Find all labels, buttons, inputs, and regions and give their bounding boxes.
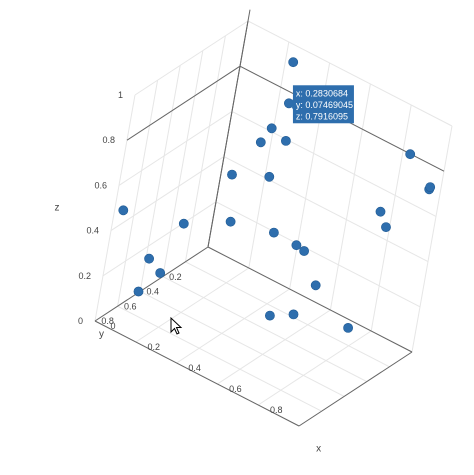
z-tick-label: 0.8 (102, 135, 115, 145)
left-wall-gridline (162, 50, 204, 277)
left-wall-gridline (102, 201, 217, 277)
tooltip-z-value: z: 0.7916095 (296, 111, 348, 121)
y-tick-label: 0.2 (169, 272, 182, 282)
tick-labels: 00.20.40.60.80.20.40.60.800.20.40.60.81 (78, 90, 282, 415)
right-wall-gridline (248, 41, 290, 269)
data-point[interactable] (343, 322, 353, 333)
data-point[interactable] (225, 216, 236, 227)
floor-gridline (176, 288, 290, 364)
data-point[interactable] (255, 137, 266, 148)
data-point[interactable] (381, 222, 391, 232)
right-wall-gridline (411, 125, 453, 353)
x-tick-label: 0 (110, 321, 115, 331)
data-point[interactable] (264, 310, 275, 321)
data-point[interactable] (375, 206, 386, 217)
x-tick-label: 0.4 (188, 363, 201, 373)
right-wall-gridline (247, 20, 453, 127)
x-tick-label: 0.6 (229, 384, 242, 394)
right-wall-gridline (329, 83, 371, 311)
floor-gridline (257, 330, 372, 406)
tooltip-y-value: y: 0.07469045 (296, 100, 353, 110)
data-point[interactable] (288, 57, 299, 68)
data-point[interactable] (155, 268, 166, 278)
data-points[interactable] (118, 57, 436, 333)
mouse-cursor (170, 316, 183, 335)
axis-lines (94, 9, 445, 427)
data-point[interactable] (268, 227, 279, 238)
floor-gridline (117, 305, 322, 412)
right-wall-gridline (370, 104, 412, 332)
data-point[interactable] (405, 149, 416, 160)
data-point[interactable] (264, 171, 275, 182)
data-point[interactable] (178, 218, 189, 229)
tooltip-pointer (288, 99, 293, 110)
left-wall-gridline (139, 65, 181, 292)
y-tick-label: 0.8 (101, 316, 114, 326)
left-wall-gridline (118, 110, 233, 186)
floor-gridline (217, 309, 331, 385)
data-point[interactable] (310, 280, 321, 291)
data-point[interactable] (425, 182, 436, 192)
data-point[interactable] (299, 246, 309, 256)
data-point[interactable] (133, 286, 144, 297)
left-wall-gridline (184, 35, 226, 262)
left-wall-gridline (134, 20, 249, 96)
y-axis-title: y (99, 329, 104, 340)
data-point[interactable] (118, 205, 129, 216)
right-wall-gridline (215, 201, 421, 308)
z-tick-label: 0.2 (78, 271, 91, 281)
spike-line-y (126, 65, 241, 141)
right-wall-gridline (231, 110, 437, 217)
floor-gridline (139, 290, 345, 397)
x-zero-line (207, 246, 413, 353)
y-tick-label: 0.6 (124, 301, 137, 311)
data-point[interactable] (288, 309, 299, 320)
x-axis-title: x (316, 444, 321, 455)
z-axis-title: z (55, 203, 60, 214)
z-tick-label: 0 (78, 316, 83, 326)
data-point[interactable] (280, 135, 291, 146)
tooltip-box (292, 85, 354, 124)
y-zero-line (94, 246, 209, 322)
data-point[interactable] (227, 169, 237, 180)
z-tick-label: 0.4 (86, 226, 99, 236)
z-axis-edge (207, 9, 251, 248)
x-tick-label: 0.2 (148, 342, 161, 352)
left-wall-gridline (94, 94, 136, 322)
z-tick-label: 1 (118, 90, 123, 100)
data-point[interactable] (144, 253, 154, 264)
tooltip-x-value: x: 0.2830684 (296, 88, 348, 98)
y-tick-label: 0.4 (147, 287, 160, 297)
left-wall-gridline (117, 80, 159, 307)
grid-layer (94, 20, 453, 427)
data-point[interactable] (291, 240, 302, 251)
x-tick-label: 0.8 (270, 405, 283, 415)
axis-titles: x y z (55, 203, 322, 455)
floor-gridline (162, 276, 368, 383)
left-wall-gridline (110, 156, 225, 232)
x-axis-edge (298, 351, 413, 427)
data-point[interactable] (266, 123, 277, 134)
floor-gridline (135, 267, 250, 343)
right-wall-gridline (223, 156, 429, 263)
floor-gridline (185, 261, 390, 368)
y-axis-edge (94, 320, 300, 427)
cursor-icon (170, 316, 183, 335)
z-tick-label: 0.6 (94, 180, 107, 190)
